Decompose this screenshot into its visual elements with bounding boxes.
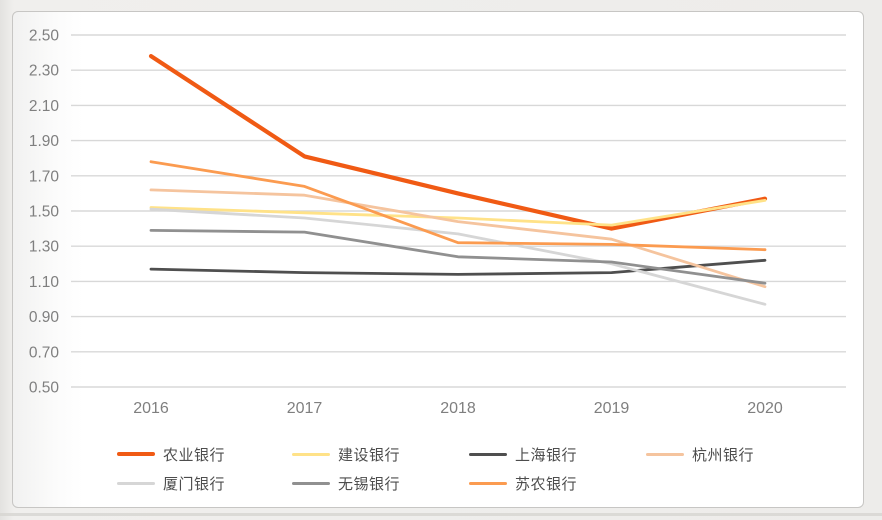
- legend-label: 上海银行: [515, 446, 578, 464]
- chart-legend: 农业银行 建设银行 上海银行 杭州银行厦门银行 无锡银行 苏农银行: [13, 12, 865, 509]
- legend-item: 杭州银行: [646, 445, 755, 464]
- legend-label: 苏农银行: [515, 475, 578, 493]
- y-axis-tick-label: 1.70: [29, 168, 60, 185]
- line-chart: 2.50 2.30 2.10 1.90 1.70 1.50 1.30 1.10 0.90 0.70…: [29, 28, 846, 417]
- series-line: [149, 228, 767, 285]
- legend-label: 厦门银行: [163, 475, 226, 493]
- y-axis-tick-label: 1.90: [29, 133, 60, 150]
- y-axis-tick-label: 2.30: [29, 63, 60, 80]
- y-axis-tick-label: 0.90: [29, 309, 60, 326]
- y-axis-tick-label: 0.50: [29, 380, 60, 397]
- legend-swatch-icon: [469, 452, 507, 456]
- y-axis-tick-label: 2.10: [29, 98, 60, 115]
- series-line: [149, 258, 767, 276]
- legend-swatch-icon: [117, 481, 155, 485]
- legend-item: 苏农银行: [469, 474, 578, 493]
- series-line: [149, 188, 767, 289]
- y-axis-tick-label: 1.50: [29, 204, 60, 221]
- legend-item: 农业银行: [117, 445, 226, 464]
- legend-label: 建设银行: [338, 446, 401, 464]
- series-line: [149, 160, 767, 252]
- legend-label: 无锡银行: [338, 475, 401, 493]
- x-axis-tick-label: 2018: [440, 400, 476, 417]
- legend-label: 农业银行: [163, 446, 226, 464]
- y-axis-tick-label: 1.10: [29, 274, 60, 291]
- legend-swatch-icon: [292, 452, 330, 456]
- x-axis-tick-label: 2016: [133, 400, 169, 417]
- series-line: [149, 207, 767, 306]
- page-edge-divider: [0, 513, 882, 516]
- legend-item: 无锡银行: [292, 474, 401, 493]
- legend-item: 建设银行: [292, 445, 401, 464]
- x-axis-tick-label: 2020: [747, 400, 783, 417]
- y-axis-tick-label: 2.50: [29, 28, 60, 45]
- legend-swatch-icon: [117, 452, 155, 456]
- legend-swatch-icon: [646, 452, 684, 456]
- legend-swatch-icon: [292, 481, 330, 485]
- y-axis-tick-label: 1.30: [29, 239, 60, 256]
- x-axis-tick-label: 2017: [287, 400, 323, 417]
- legend-item: 上海银行: [469, 445, 578, 464]
- legend-swatch-icon: [469, 481, 507, 485]
- y-axis-tick-label: 0.70: [29, 344, 60, 361]
- x-axis-tick-label: 2019: [594, 400, 630, 417]
- series-line: [149, 198, 767, 227]
- series-line: [148, 53, 768, 231]
- legend-item: 厦门银行: [117, 474, 226, 493]
- legend-label: 杭州银行: [692, 446, 755, 464]
- chart-card: 2.50 2.30 2.10 1.90 1.70 1.50 1.30 1.10 0.90 0.70…: [12, 11, 864, 508]
